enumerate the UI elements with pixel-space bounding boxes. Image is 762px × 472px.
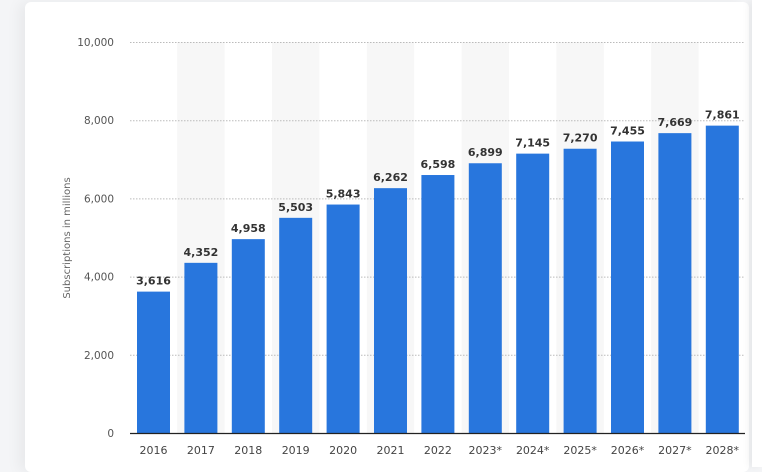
- x-tick-label: 2021: [377, 444, 405, 457]
- data-label: 5,503: [278, 201, 313, 214]
- y-tick-label: 2,000: [84, 350, 114, 362]
- bar-2021[interactable]: [374, 188, 407, 433]
- side-panel-edge: [752, 0, 762, 467]
- data-label: 7,145: [515, 137, 550, 150]
- data-label: 4,352: [184, 246, 219, 259]
- bar-2025*[interactable]: [563, 148, 597, 434]
- bar-2018[interactable]: [231, 239, 265, 433]
- data-label: 7,455: [610, 125, 645, 138]
- bar-2026*[interactable]: [611, 141, 644, 433]
- y-tick-label: 4,000: [84, 272, 114, 284]
- y-tick-label: 0: [107, 428, 114, 440]
- bar-2024*[interactable]: [516, 153, 550, 433]
- x-tick-label: 2024*: [516, 444, 550, 457]
- x-tick-label: 2018: [234, 444, 262, 457]
- x-tick-label: 2022: [424, 444, 452, 457]
- data-label: 3,616: [136, 275, 171, 288]
- bar-2027*[interactable]: [658, 133, 692, 434]
- data-label: 4,958: [231, 222, 266, 235]
- x-tick-label: 2016: [140, 444, 168, 457]
- bar-2019[interactable]: [279, 217, 313, 433]
- bar-2020[interactable]: [326, 204, 360, 433]
- x-tick-label: 2028*: [706, 444, 740, 457]
- y-tick-label: 6,000: [84, 193, 114, 205]
- x-tick-label: 2026*: [611, 444, 645, 457]
- bar-2016[interactable]: [137, 291, 170, 433]
- x-tick-label: 2025*: [563, 444, 597, 457]
- x-tick-label: 2017: [187, 444, 215, 457]
- data-label: 6,899: [468, 146, 503, 159]
- data-label: 7,270: [563, 132, 598, 145]
- y-tick-label: 8,000: [84, 115, 114, 127]
- x-tick-label: 2020: [329, 444, 357, 457]
- data-label: 7,669: [658, 116, 693, 129]
- x-tick-label: 2019: [282, 444, 310, 457]
- data-label: 5,843: [326, 188, 361, 201]
- y-tick-label: 10,000: [77, 37, 114, 49]
- bar-2017[interactable]: [184, 262, 218, 433]
- y-axis-label: Subscriptions in millions: [62, 177, 73, 298]
- x-tick-label: 2023*: [469, 444, 503, 457]
- x-tick-label: 2027*: [658, 444, 692, 457]
- data-label: 6,262: [373, 171, 408, 184]
- bar-2022[interactable]: [421, 175, 455, 434]
- data-label: 6,598: [421, 158, 456, 171]
- bar-2023*[interactable]: [468, 163, 502, 434]
- bar-2028*[interactable]: [705, 125, 739, 434]
- data-label: 7,861: [705, 109, 740, 122]
